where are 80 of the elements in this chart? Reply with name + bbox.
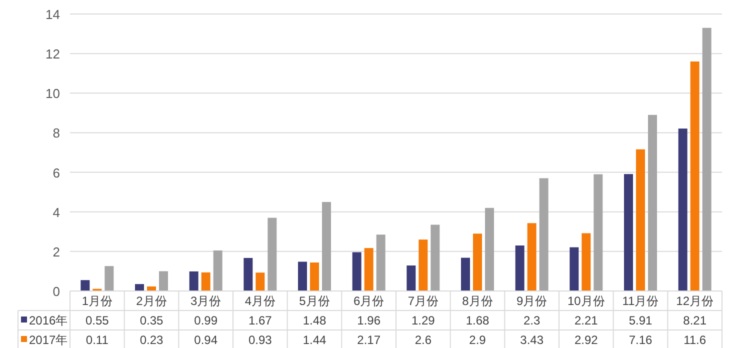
data-label: 1.68 xyxy=(466,314,490,328)
data-label: 3.43 xyxy=(520,333,544,347)
bar xyxy=(527,223,536,291)
bar xyxy=(485,208,494,291)
legend-label: 2016年 xyxy=(29,314,68,328)
x-tick-label: 5月份 xyxy=(299,294,330,308)
bar xyxy=(268,218,277,291)
bar xyxy=(104,266,114,291)
data-label: 1.29 xyxy=(411,314,436,328)
x-tick-label: 4月份 xyxy=(244,294,276,308)
bar xyxy=(244,258,253,291)
data-label: 2.21 xyxy=(574,314,598,328)
x-tick-label: 12月份 xyxy=(676,294,714,308)
bar xyxy=(256,272,265,291)
bar xyxy=(310,262,319,291)
bar xyxy=(690,61,700,291)
y-tick-label: 10 xyxy=(46,86,60,102)
bar xyxy=(418,240,428,291)
data-label: 0.55 xyxy=(85,314,110,328)
y-tick-label: 12 xyxy=(46,46,60,62)
x-tick-label: 7月份 xyxy=(408,294,439,308)
data-label: 2.17 xyxy=(357,333,381,347)
data-label: 0.23 xyxy=(140,333,164,347)
data-label: 0.93 xyxy=(248,333,272,347)
data-label: 0.94 xyxy=(194,333,218,347)
bar xyxy=(298,262,307,291)
data-label: 11.6 xyxy=(684,333,706,347)
data-label: 2.9 xyxy=(469,333,486,347)
x-tick-label: 1月份 xyxy=(82,294,113,308)
data-label: 2.92 xyxy=(574,333,598,347)
bar xyxy=(352,252,362,291)
bar xyxy=(648,114,657,291)
x-tick-label: 3月份 xyxy=(190,294,222,308)
bar xyxy=(430,224,440,291)
bar xyxy=(135,284,144,291)
bar xyxy=(364,248,374,291)
data-label: 0.99 xyxy=(194,314,218,328)
bar xyxy=(376,234,386,291)
data-label: 8.21 xyxy=(683,314,707,328)
data-label: 2.3 xyxy=(523,314,540,328)
bar xyxy=(570,247,579,291)
x-tick-label: 9月份 xyxy=(516,294,548,308)
bar xyxy=(582,233,591,291)
x-tick-label: 11月份 xyxy=(622,294,659,308)
bar xyxy=(702,28,712,291)
bar xyxy=(678,128,688,291)
bar xyxy=(213,250,222,291)
bar xyxy=(636,149,645,291)
y-tick-label: 4 xyxy=(52,204,60,220)
bar xyxy=(515,245,524,291)
y-tick-label: 0 xyxy=(52,284,60,299)
bar xyxy=(594,174,603,291)
bar xyxy=(461,258,470,291)
x-tick-label: 10月份 xyxy=(567,294,605,308)
bar xyxy=(201,272,210,291)
y-tick-label: 14 xyxy=(46,7,60,22)
data-label: 0.35 xyxy=(140,314,164,328)
data-label: 1.67 xyxy=(248,314,272,328)
x-tick-label: 6月份 xyxy=(353,294,384,308)
data-label: 1.48 xyxy=(302,314,326,328)
data-label: 0.11 xyxy=(86,333,109,347)
bar xyxy=(189,271,198,291)
y-tick-label: 6 xyxy=(52,165,60,180)
bar xyxy=(473,234,482,291)
x-tick-label: 8月份 xyxy=(462,294,493,308)
bar xyxy=(159,271,168,291)
bar xyxy=(539,178,548,291)
data-label: 1.96 xyxy=(357,314,381,328)
data-label: 1.44 xyxy=(302,333,326,347)
bar xyxy=(406,265,416,291)
legend-label: 2017年 xyxy=(29,333,68,347)
data-label: 7.16 xyxy=(628,333,652,347)
data-label: 2.6 xyxy=(414,333,432,347)
y-tick-label: 2 xyxy=(52,244,60,260)
bar xyxy=(322,202,331,291)
data-label: 5.91 xyxy=(628,314,652,328)
x-tick-label: 2月份 xyxy=(136,294,167,308)
bar xyxy=(80,280,90,291)
y-tick-label: 8 xyxy=(52,126,60,141)
bar xyxy=(624,174,633,291)
